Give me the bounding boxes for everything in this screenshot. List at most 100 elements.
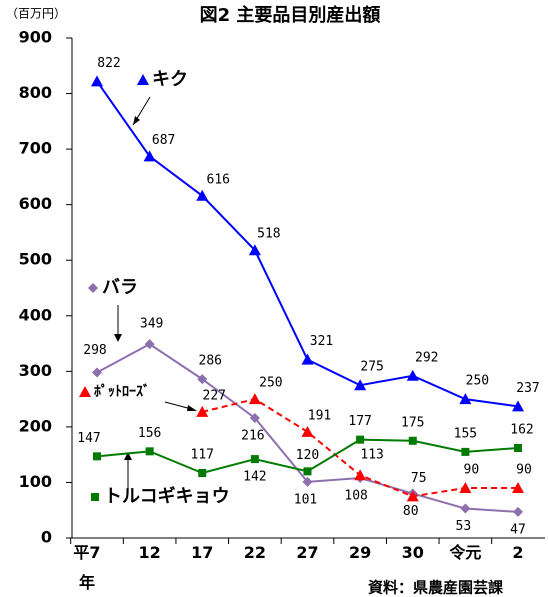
x-tick-label: 平7年 xyxy=(73,543,101,592)
data-label: 156 xyxy=(138,426,161,441)
point xyxy=(513,506,523,517)
legend-label: バラ xyxy=(102,277,138,298)
data-label: 191 xyxy=(308,408,331,423)
data-label: 90 xyxy=(516,463,532,478)
data-label: 298 xyxy=(83,343,106,358)
point xyxy=(354,379,367,391)
data-label: 108 xyxy=(344,489,367,504)
point xyxy=(248,393,261,405)
point xyxy=(137,74,149,85)
data-label: 822 xyxy=(97,56,120,71)
point xyxy=(303,467,312,476)
data-label: 177 xyxy=(348,414,371,429)
data-label: 155 xyxy=(454,426,477,441)
data-label: 80 xyxy=(403,504,419,519)
data-label: 113 xyxy=(360,448,383,463)
x-tick-label: 22 xyxy=(243,543,266,562)
data-label: 147 xyxy=(77,431,100,446)
point xyxy=(79,386,91,397)
point xyxy=(248,244,261,256)
legend-label: トルコギキョウ xyxy=(104,486,230,507)
data-label: 616 xyxy=(207,172,230,187)
data-label: 237 xyxy=(516,381,539,396)
point xyxy=(143,150,156,162)
point xyxy=(459,393,472,405)
data-label: 321 xyxy=(310,334,333,349)
chart-title: 図2 主要品目別産出額 xyxy=(200,4,381,26)
y-tick-label: 200 xyxy=(19,416,52,435)
data-label: 250 xyxy=(466,374,489,389)
point xyxy=(408,436,417,445)
point xyxy=(144,339,155,350)
data-label: 75 xyxy=(411,471,427,486)
point xyxy=(196,405,209,417)
arrow-head xyxy=(114,334,122,342)
data-label: 162 xyxy=(510,423,533,438)
data-label: 275 xyxy=(360,360,383,375)
point xyxy=(196,189,209,201)
data-label: 216 xyxy=(241,429,264,444)
point xyxy=(249,413,260,423)
data-label: 292 xyxy=(415,350,438,365)
point xyxy=(302,476,313,487)
arrow-head xyxy=(133,116,140,125)
data-label: 53 xyxy=(456,519,472,534)
x-tick-label: 27 xyxy=(296,543,319,562)
y-tick-label: 0 xyxy=(41,528,52,547)
data-label: 175 xyxy=(401,415,424,430)
data-label: 101 xyxy=(294,492,317,507)
data-label: 117 xyxy=(191,448,214,463)
y-tick-label: 700 xyxy=(19,139,52,158)
point xyxy=(145,447,154,456)
x-tick-label: 2 xyxy=(512,543,524,562)
point xyxy=(354,469,367,481)
arrow-head xyxy=(187,405,197,411)
x-tick-label: 12 xyxy=(138,543,161,562)
point xyxy=(301,425,314,437)
x-tick-label: 令元 xyxy=(449,543,482,562)
y-tick-label: 100 xyxy=(19,472,52,491)
legend-label: ﾎﾟｯﾄﾛｰｽﾞ xyxy=(94,383,150,400)
point xyxy=(406,490,419,502)
point xyxy=(88,283,98,293)
x-tick-label: 29 xyxy=(348,543,372,562)
point xyxy=(460,503,471,514)
data-label: 120 xyxy=(296,448,319,463)
y-tick-label: 400 xyxy=(19,305,52,324)
y-tick-label: 600 xyxy=(19,194,52,213)
x-tick-label: 17 xyxy=(191,543,214,562)
data-label: 286 xyxy=(199,354,222,369)
point xyxy=(514,444,522,452)
point xyxy=(92,367,102,378)
point xyxy=(301,353,314,365)
y-tick-label: 500 xyxy=(19,250,52,269)
data-label: 227 xyxy=(203,388,226,403)
point xyxy=(91,75,103,87)
data-label: 687 xyxy=(152,133,175,148)
y-unit: （百万円） xyxy=(6,7,66,21)
point xyxy=(198,469,207,477)
data-label: 349 xyxy=(140,317,163,332)
y-tick-label: 800 xyxy=(19,83,52,102)
point xyxy=(406,369,419,381)
data-label: 90 xyxy=(464,463,480,478)
y-tick-label: 900 xyxy=(19,28,52,47)
point xyxy=(459,482,472,493)
data-label: 47 xyxy=(510,522,526,537)
point xyxy=(197,374,208,385)
point xyxy=(93,452,101,461)
data-label: 518 xyxy=(257,227,280,242)
point xyxy=(250,455,259,464)
source: 資料：県農産園芸課 xyxy=(368,579,504,597)
point xyxy=(512,400,524,412)
point xyxy=(461,447,470,456)
legend-label: キク xyxy=(152,69,188,90)
point xyxy=(356,435,365,444)
point xyxy=(91,493,99,501)
x-tick-label: 30 xyxy=(401,543,424,562)
data-label: 250 xyxy=(259,376,282,391)
arrow-head xyxy=(124,452,132,460)
y-tick-label: 300 xyxy=(19,361,52,380)
